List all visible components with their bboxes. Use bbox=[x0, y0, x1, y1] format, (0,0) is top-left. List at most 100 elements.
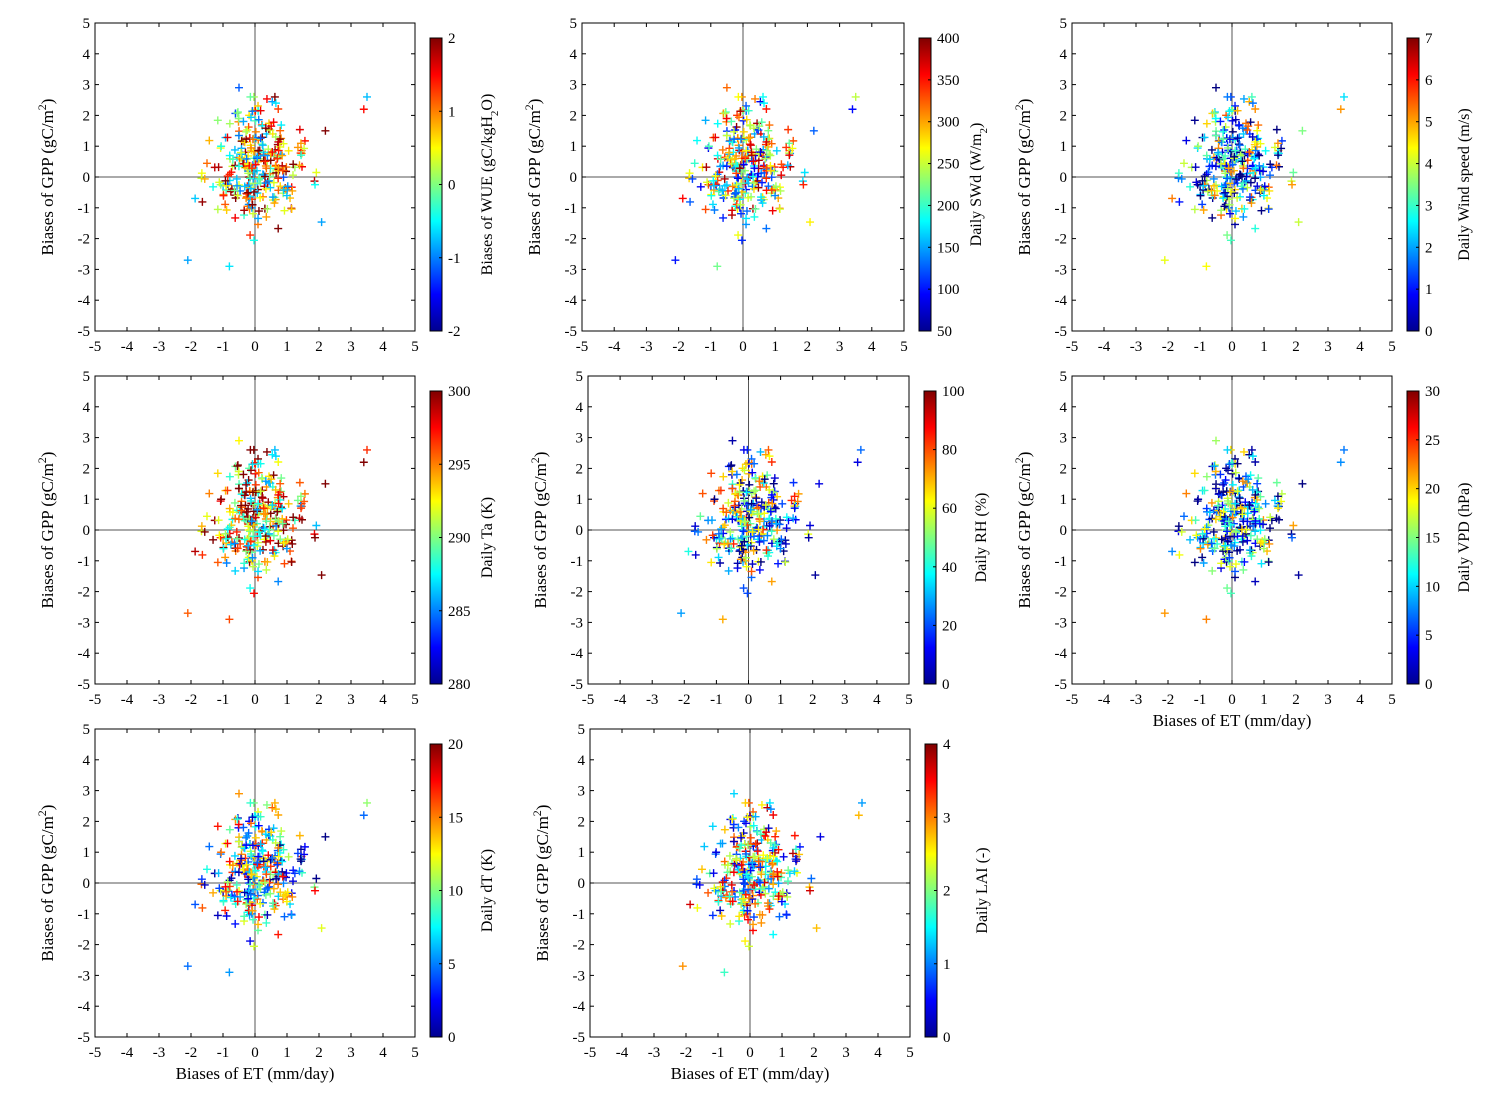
scatter-point bbox=[242, 841, 251, 850]
colorbar-label: Daily RH (%) bbox=[973, 493, 990, 583]
scatter-point bbox=[727, 117, 736, 126]
scatter-point bbox=[1256, 539, 1265, 548]
scatter-point bbox=[712, 848, 721, 857]
scatter-point bbox=[251, 160, 260, 169]
scatter-point bbox=[778, 888, 787, 897]
scatter-point bbox=[235, 436, 243, 445]
scatter-point bbox=[279, 173, 288, 182]
scatter-point bbox=[1251, 104, 1260, 113]
scatter-point bbox=[784, 866, 793, 875]
scatter-point bbox=[1221, 522, 1230, 531]
scatter-point bbox=[720, 181, 729, 190]
scatter-point bbox=[748, 468, 757, 477]
scatter-point bbox=[1199, 206, 1208, 215]
colorbar-tick-label: 80 bbox=[942, 443, 957, 459]
scatter-point bbox=[708, 911, 717, 920]
scatter-point bbox=[722, 162, 731, 171]
scatter-point bbox=[1256, 526, 1265, 535]
scatter-point bbox=[268, 97, 277, 106]
x-tick-label: 1 bbox=[283, 1045, 291, 1061]
scatter-point bbox=[214, 163, 223, 172]
scatter-point bbox=[233, 109, 242, 118]
scatter-point bbox=[1203, 187, 1212, 196]
scatter-point bbox=[1190, 469, 1199, 478]
scatter-point bbox=[296, 492, 305, 501]
scatter-point bbox=[1245, 501, 1254, 510]
scatter-point bbox=[1247, 445, 1256, 454]
scatter-point bbox=[270, 552, 279, 561]
scatter-point bbox=[756, 148, 765, 157]
y-tick-label: -5 bbox=[78, 324, 91, 340]
y-tick-label: 3 bbox=[570, 78, 578, 94]
scatter-point bbox=[279, 892, 288, 901]
scatter-point bbox=[214, 869, 223, 878]
scatter-point bbox=[858, 798, 866, 807]
scatter-point bbox=[775, 912, 784, 921]
scatter-point bbox=[234, 515, 243, 524]
colorbar-label: Daily SWd (W/m2) bbox=[968, 123, 990, 247]
scatter-point bbox=[254, 468, 263, 477]
scatter-point bbox=[1231, 214, 1240, 223]
scatter-point bbox=[1241, 145, 1250, 154]
scatter-point bbox=[718, 878, 727, 887]
scatter-point bbox=[776, 544, 785, 553]
scatter-point bbox=[1266, 171, 1274, 180]
scatter-point bbox=[721, 109, 730, 118]
x-tick-label: -3 bbox=[153, 339, 166, 355]
scatter-point bbox=[1228, 160, 1237, 169]
y-tick-label: 5 bbox=[570, 16, 578, 32]
scatter-point bbox=[1214, 148, 1223, 157]
scatter-point bbox=[268, 803, 277, 812]
y-tick-label: -4 bbox=[1055, 293, 1068, 309]
scatter-point bbox=[739, 894, 748, 903]
scatter-point bbox=[757, 118, 766, 127]
colorbar-label: Biases of WUE (gC/kgH2O) bbox=[479, 94, 501, 276]
scatter-point bbox=[730, 789, 738, 798]
scatter-point bbox=[261, 510, 270, 519]
scatter-point bbox=[1273, 492, 1282, 501]
scatter-point bbox=[698, 489, 707, 498]
scatter-point bbox=[268, 193, 277, 202]
colorbar-label: Daily Wind speed (m/s) bbox=[1456, 108, 1473, 260]
scatter-point bbox=[1288, 533, 1297, 542]
scatter-point bbox=[790, 831, 799, 840]
scatter-point bbox=[788, 144, 797, 153]
scatter-point bbox=[274, 527, 283, 536]
scatter-point bbox=[765, 452, 774, 461]
scatter-point bbox=[719, 472, 728, 481]
scatter-point bbox=[1191, 516, 1200, 525]
scatter-point bbox=[242, 833, 251, 842]
scatter-point bbox=[711, 133, 720, 142]
scatter-point bbox=[1179, 512, 1188, 521]
scatter-point bbox=[748, 528, 757, 537]
scatter-point bbox=[1250, 154, 1259, 163]
scatter-point bbox=[262, 164, 271, 173]
scatter-point bbox=[255, 881, 264, 890]
scatter-point bbox=[249, 236, 258, 245]
scatter-point bbox=[256, 546, 265, 555]
scatter-point bbox=[254, 499, 263, 508]
scatter-point bbox=[758, 199, 767, 208]
scatter-point bbox=[1239, 164, 1248, 173]
scatter-point bbox=[1260, 182, 1269, 191]
scatter-point bbox=[1219, 135, 1228, 144]
scatter-point bbox=[747, 170, 756, 179]
scatter-point bbox=[1223, 496, 1232, 505]
scatter-point bbox=[1210, 191, 1219, 200]
scatter-point bbox=[1251, 457, 1260, 466]
scatter-point bbox=[246, 174, 255, 183]
scatter-point bbox=[256, 106, 265, 115]
y-tick-label: 0 bbox=[83, 876, 91, 892]
y-tick-label: 5 bbox=[1060, 16, 1068, 32]
scatter-point bbox=[311, 886, 320, 895]
scatter-point bbox=[249, 589, 258, 598]
scatter-point bbox=[1202, 472, 1211, 481]
scatter-point bbox=[749, 172, 758, 181]
scatter-point bbox=[749, 920, 758, 929]
scatter-point bbox=[737, 860, 746, 869]
y-axis-label: Biases of GPP (gC/m2) bbox=[528, 452, 550, 609]
x-tick-label: -2 bbox=[185, 692, 198, 708]
scatter-point bbox=[1231, 146, 1240, 155]
scatter-point bbox=[277, 121, 286, 130]
scatter-point bbox=[1251, 146, 1260, 155]
